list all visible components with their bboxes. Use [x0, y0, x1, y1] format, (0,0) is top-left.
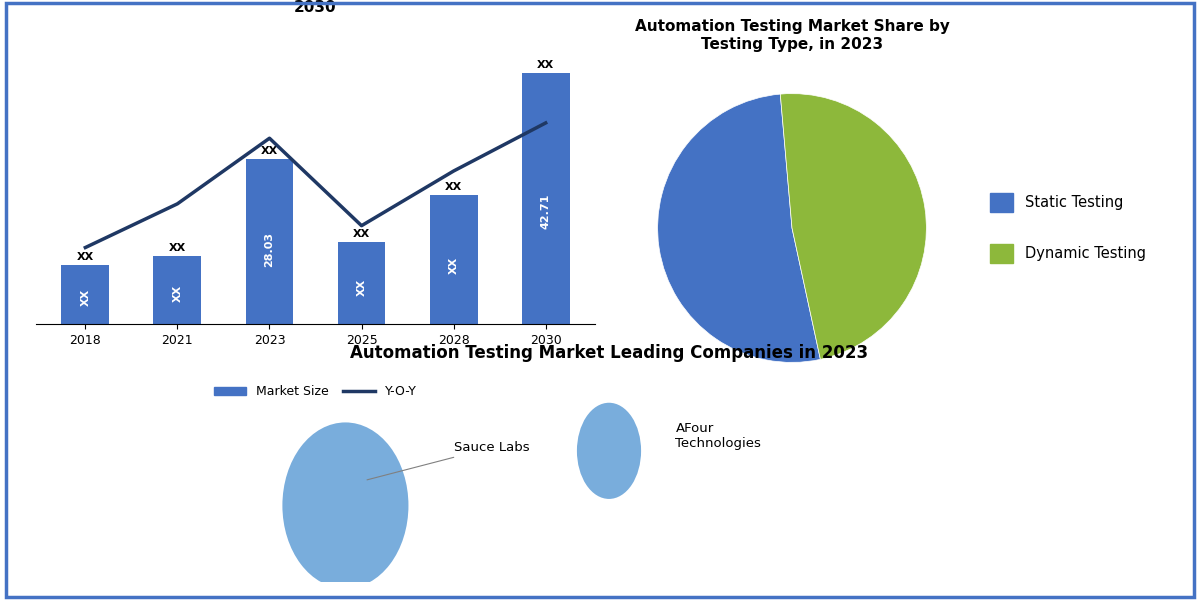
Text: XX: XX: [77, 252, 94, 262]
Text: 42.71: 42.71: [541, 193, 551, 229]
Legend: Static Testing, Dynamic Testing: Static Testing, Dynamic Testing: [984, 187, 1152, 269]
Bar: [337, 242, 385, 324]
Title: Automation Testing Market Leading Companies in 2023: Automation Testing Market Leading Compan…: [350, 344, 868, 362]
Legend: Market Size, Y-O-Y: Market Size, Y-O-Y: [210, 380, 421, 403]
Wedge shape: [658, 94, 821, 362]
Text: XX: XX: [356, 278, 366, 296]
Text: AFour
Technologies: AFour Technologies: [676, 422, 761, 451]
Text: XX: XX: [260, 146, 278, 156]
Text: 28.03: 28.03: [264, 232, 275, 268]
Title: Automation Testing Market
Revenue in USD Billion, 2018-
2030: Automation Testing Market Revenue in USD…: [187, 0, 443, 16]
Ellipse shape: [282, 422, 408, 589]
Text: XX: XX: [445, 182, 462, 191]
Text: XX: XX: [538, 60, 554, 70]
Text: Sauce Labs: Sauce Labs: [367, 441, 530, 480]
Text: XX: XX: [353, 229, 370, 239]
Bar: [430, 194, 478, 324]
Bar: [246, 159, 294, 324]
Wedge shape: [780, 94, 926, 359]
Bar: [522, 73, 570, 324]
Text: XX: XX: [449, 257, 458, 274]
Text: XX: XX: [173, 285, 182, 302]
Text: XX: XX: [80, 289, 90, 306]
Text: XX: XX: [169, 244, 186, 253]
Bar: [61, 265, 109, 324]
Title: Automation Testing Market Share by
Testing Type, in 2023: Automation Testing Market Share by Testi…: [635, 19, 949, 52]
Ellipse shape: [577, 403, 641, 499]
Bar: [154, 256, 202, 324]
